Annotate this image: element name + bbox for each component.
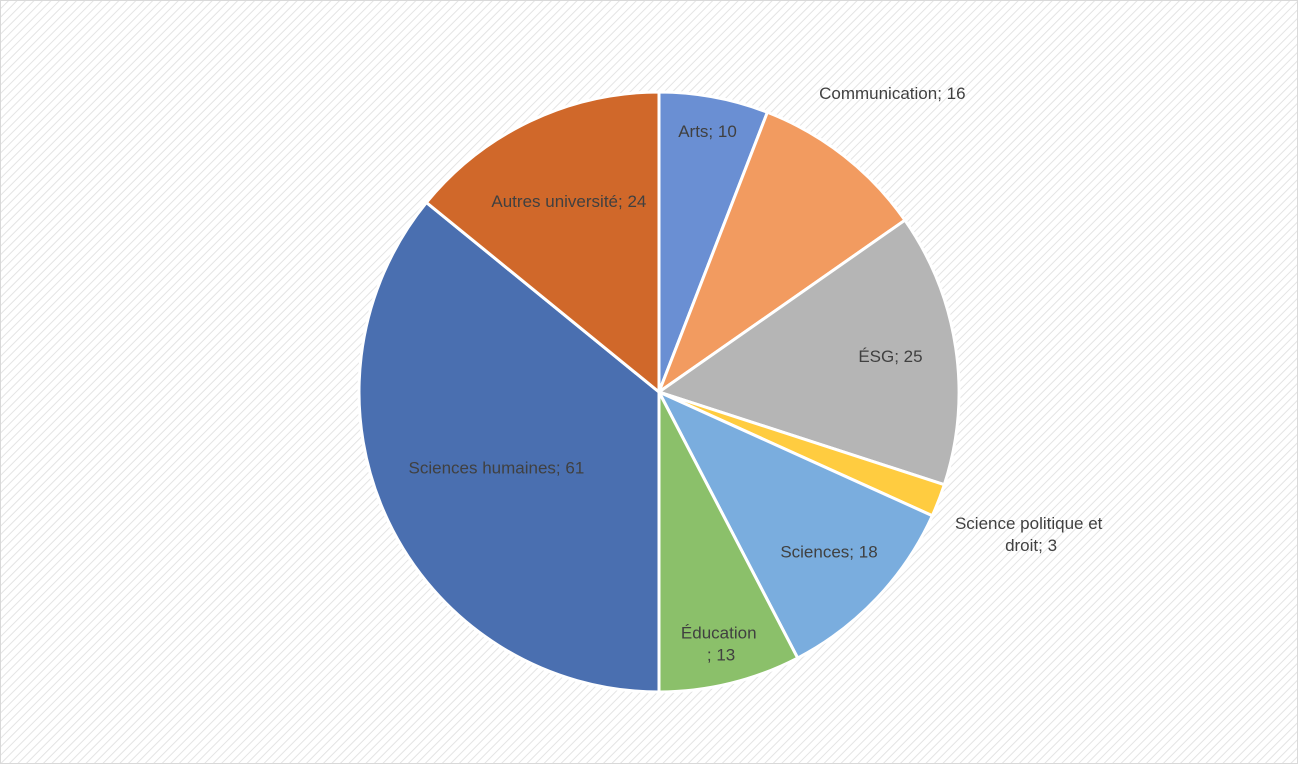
data-label: Sciences; 18 xyxy=(780,542,877,561)
pie-slice xyxy=(357,200,661,694)
data-label: Sciences humaines; 61 xyxy=(409,459,585,478)
pie-slice xyxy=(655,218,961,487)
data-label: Éducation ; 13 xyxy=(681,624,761,665)
pie-slice xyxy=(655,110,908,397)
data-label: Communication; 16 xyxy=(819,84,965,103)
data-label: Arts; 10 xyxy=(678,122,737,141)
data-label: Autres université; 24 xyxy=(491,192,646,211)
data-label: ÉSG; 25 xyxy=(858,347,922,366)
pie-slice xyxy=(657,391,800,694)
pie-slice xyxy=(655,388,935,661)
pie-slice xyxy=(424,90,661,396)
data-label: Science politique et droit; 3 xyxy=(955,515,1107,556)
